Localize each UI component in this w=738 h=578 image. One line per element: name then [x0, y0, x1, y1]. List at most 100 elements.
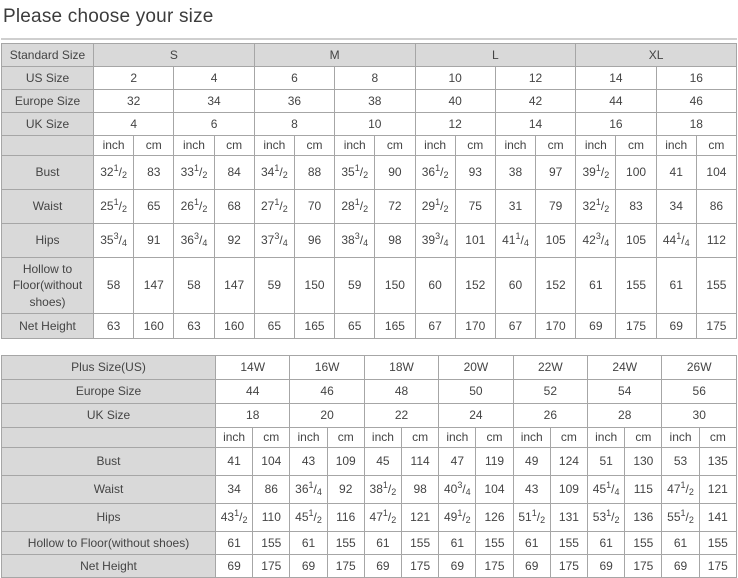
measure-cell: 69 [289, 554, 328, 578]
unit-header: cm [374, 135, 416, 156]
measure-cell: 160 [133, 313, 175, 339]
measure-cell: 60 [494, 257, 537, 314]
size-value-cell: 8 [253, 112, 336, 136]
measure-cell: 69 [575, 313, 617, 339]
measure-cell: 155 [252, 531, 291, 555]
size-value-cell: 10 [414, 66, 496, 90]
row-label: Europe Size [1, 89, 94, 113]
measure-cell: 363/4 [173, 223, 215, 258]
unit-header: inch [655, 135, 697, 156]
measure-cell: 61 [214, 531, 254, 555]
measure-cell: 136 [624, 503, 663, 532]
measure-cell: 60 [414, 257, 456, 314]
measure-cell: 431/2 [214, 503, 254, 532]
measure-cell: 109 [326, 447, 365, 476]
row-label: Bust [1, 447, 216, 476]
page-title: Please choose your size [3, 6, 214, 27]
measure-cell: 155 [326, 531, 365, 555]
measure-cell: 61 [575, 257, 617, 314]
unit-header: inch [173, 135, 215, 156]
measure-cell: 131 [549, 503, 589, 532]
row-label: Hips [1, 503, 216, 532]
measure-cell: 92 [326, 475, 365, 504]
measure-cell: 121 [698, 475, 738, 504]
size-value-cell: 14W [214, 355, 291, 380]
row-label: Waist [1, 475, 216, 504]
measure-cell: 165 [374, 313, 416, 339]
row-label: Hollow to Floor(without shoes) [1, 257, 94, 314]
measure-cell: 104 [252, 447, 291, 476]
unit-header: cm [615, 135, 657, 156]
measure-cell: 121 [401, 503, 440, 532]
row-label: Hips [1, 223, 94, 258]
measure-cell: 175 [624, 554, 663, 578]
measure-cell: 351/2 [334, 155, 376, 190]
measure-cell: 361/4 [289, 475, 328, 504]
row-label: Waist [1, 189, 94, 224]
measure-cell: 155 [698, 531, 738, 555]
measure-cell: 34 [655, 189, 697, 224]
measure-cell: 281/2 [334, 189, 376, 224]
measure-cell: 353/4 [92, 223, 135, 258]
size-value-cell: 42 [494, 89, 577, 113]
size-value-cell: 28 [587, 403, 663, 428]
measure-cell: 70 [293, 189, 336, 224]
measure-cell: 109 [549, 475, 589, 504]
size-value-cell: 26 [512, 403, 589, 428]
unit-header: cm [326, 427, 365, 448]
measure-cell: 152 [535, 257, 577, 314]
measure-cell: 155 [615, 257, 657, 314]
size-value-cell: 18 [214, 403, 291, 428]
measure-cell: 361/2 [414, 155, 456, 190]
measure-cell: 105 [535, 223, 577, 258]
measure-cell: 119 [475, 447, 514, 476]
plus-size-table: Plus Size(US) 14W 16W 18W 20W 22W 24W 26W Europe… [1, 355, 738, 578]
size-value-cell: 12 [414, 112, 496, 136]
measure-cell: 135 [698, 447, 738, 476]
measure-cell: 34 [214, 475, 254, 504]
measure-cell: 43 [289, 447, 328, 476]
measure-cell: 331/2 [173, 155, 215, 190]
size-value-cell: 38 [334, 89, 416, 113]
size-value-cell: 18 [655, 112, 738, 136]
unit-header: cm [624, 427, 663, 448]
unit-header: cm [133, 135, 175, 156]
size-value-cell: 44 [214, 379, 291, 404]
measure-cell: 321/2 [575, 189, 617, 224]
measure-cell: 391/2 [575, 155, 617, 190]
measure-cell: 67 [494, 313, 537, 339]
measure-cell: 61 [587, 531, 626, 555]
measure-cell: 61 [655, 257, 697, 314]
measure-cell: 170 [454, 313, 496, 339]
measure-cell: 65 [133, 189, 175, 224]
standard-size-table: Standard Size S M L XL US Size 2 4 6 8 10 12 14 16 Eur… [1, 43, 738, 339]
measure-cell: 58 [173, 257, 215, 314]
row-label: UK Size [1, 112, 94, 136]
measure-cell: 90 [374, 155, 416, 190]
measure-cell: 100 [615, 155, 657, 190]
measure-cell: 104 [475, 475, 514, 504]
measure-cell: 69 [655, 313, 697, 339]
measure-cell: 69 [438, 554, 477, 578]
size-value-cell: 12 [494, 66, 577, 90]
measure-cell: 251/2 [92, 189, 135, 224]
unit-header: cm [293, 135, 336, 156]
measure-cell: 63 [92, 313, 135, 339]
size-value-cell: 30 [661, 403, 737, 428]
row-label: Bust [1, 155, 94, 190]
measure-cell: 150 [293, 257, 336, 314]
measure-cell: 393/4 [414, 223, 456, 258]
measure-cell: 98 [401, 475, 440, 504]
size-value-cell: 36 [253, 89, 336, 113]
measure-cell: 98 [374, 223, 416, 258]
measure-cell: 83 [133, 155, 175, 190]
size-value-cell: 4 [173, 66, 255, 90]
measure-cell: 63 [173, 313, 215, 339]
measure-cell: 79 [535, 189, 577, 224]
divider [1, 38, 737, 40]
measure-cell: 38 [494, 155, 537, 190]
measure-cell: 41 [655, 155, 697, 190]
size-value-cell: 46 [655, 89, 738, 113]
unit-header: cm [549, 427, 589, 448]
measure-cell: 175 [326, 554, 365, 578]
